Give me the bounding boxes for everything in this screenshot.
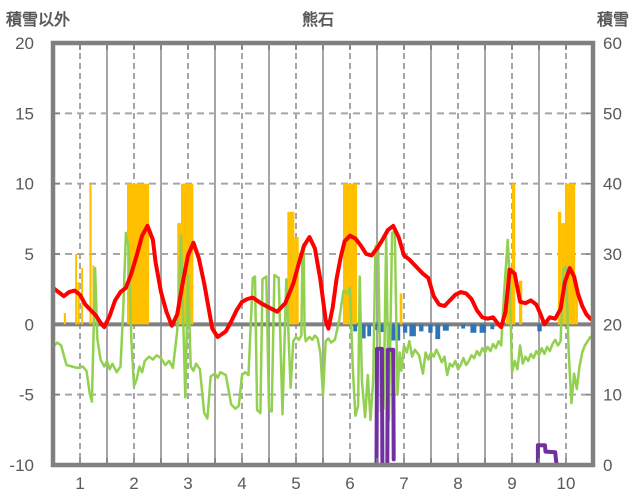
blue-bars-bar [479, 324, 487, 333]
right-axis-title: 積雪 [596, 12, 629, 29]
x-axis-tick-label: 8 [453, 474, 462, 493]
orange-bars-bar [342, 183, 358, 325]
blue-bars-bar [419, 324, 424, 332]
orange-bars-bar [63, 313, 66, 325]
blue-bars-bar [367, 324, 372, 337]
orange-bars-bar [575, 290, 578, 325]
right-axis-tick-label: 20 [603, 315, 622, 334]
blue-bars [353, 324, 542, 341]
orange-bars-bar [399, 293, 403, 325]
blue-bars-bar [435, 324, 441, 340]
right-axis-tick-label: 10 [603, 386, 622, 405]
orange-bars-bar [512, 183, 516, 325]
left-axis-tick-label: 5 [25, 245, 34, 264]
right-axis-tick-label: 40 [603, 175, 622, 194]
x-axis-tick-label: 4 [237, 474, 246, 493]
left-axis-tick-label: -10 [9, 456, 34, 475]
left-axis-tick-label: 10 [15, 175, 34, 194]
blue-bars-bar [359, 324, 366, 339]
x-axis-tick-label: 5 [291, 474, 300, 493]
orange-bars-bar [557, 211, 562, 325]
blue-bars-bar [470, 324, 477, 333]
x-axis-tick-label: 7 [399, 474, 408, 493]
right-axis-tick-label: 30 [603, 245, 622, 264]
orange-bars-bar [77, 282, 80, 325]
blue-bars-bar [461, 324, 466, 329]
left-axis-title: 積雪以外 [6, 12, 71, 29]
left-axis-tick-label: 0 [25, 315, 34, 334]
blue-bars-bar [409, 324, 416, 337]
blue-bars-bar [373, 324, 377, 330]
red-line [51, 223, 595, 339]
left-axis-tick-label: -5 [19, 386, 34, 405]
blue-bars-bar [388, 324, 401, 341]
x-axis-tick-label: 2 [129, 474, 138, 493]
blue-bars-bar [428, 324, 433, 333]
orange-bars-bar [564, 183, 576, 325]
orange-bars-bar [89, 183, 92, 325]
blue-bars-bar [353, 324, 358, 332]
left-axis-tick-label: 20 [15, 34, 34, 53]
orange-bars-bar [294, 237, 299, 325]
orange-bars-bar [287, 211, 295, 325]
chart-title: 熊石 [301, 12, 335, 29]
blue-bars-bar [378, 324, 385, 333]
blue-bars-bar [402, 324, 408, 333]
x-axis-tick-label: 9 [507, 474, 516, 493]
blue-bars-bar [537, 324, 542, 332]
right-axis-tick-label: 60 [603, 34, 622, 53]
blue-bars-bar [442, 324, 449, 331]
green-line [51, 230, 595, 422]
left-axis-tick-label: 15 [15, 104, 34, 123]
x-axis-tick-label: 6 [345, 474, 354, 493]
x-axis-tick-label: 3 [183, 474, 192, 493]
x-axis-tick-label: 1 [75, 474, 84, 493]
axis-ticks [52, 42, 594, 466]
right-axis-tick-label: 50 [603, 104, 622, 123]
x-axis-tick-label: 10 [557, 474, 576, 493]
right-axis-tick-label: 0 [603, 456, 612, 475]
blue-bars-bar [490, 324, 495, 330]
orange-bars-bar [75, 254, 78, 325]
